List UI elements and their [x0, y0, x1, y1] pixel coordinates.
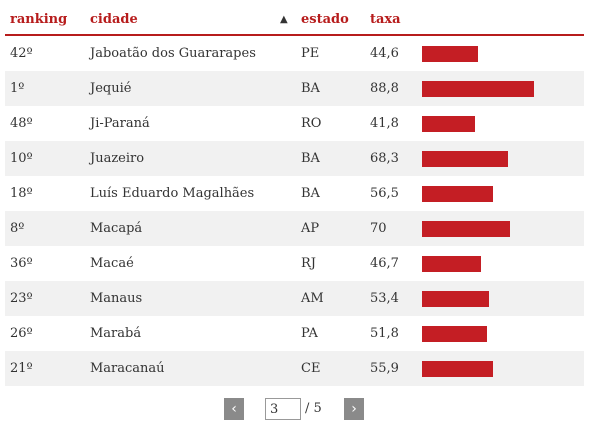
taxa-bar — [422, 81, 534, 97]
estado-cell: BA — [301, 151, 320, 166]
table-row: 21º Maracanaú CE 55,9 — [5, 351, 584, 386]
cidade-cell: Macapá — [90, 221, 143, 236]
taxa-bar — [422, 46, 478, 62]
table-row: 48º Ji-Paraná RO 41,8 — [5, 106, 584, 141]
total-pages-label: / 5 — [305, 401, 322, 416]
taxa-cell: 53,4 — [370, 291, 399, 306]
cidade-cell: Jequié — [90, 81, 132, 96]
cidade-cell: Luís Eduardo Magalhães — [90, 186, 255, 201]
ranking-cell: 10º — [10, 151, 33, 166]
cidade-cell: Macaé — [90, 256, 134, 271]
table-row: 23º Manaus AM 53,4 — [5, 281, 584, 316]
cidade-cell: Manaus — [90, 291, 143, 306]
cidade-cell: Ji-Paraná — [90, 116, 150, 131]
taxa-bar — [422, 151, 508, 167]
ranking-cell: 26º — [10, 326, 33, 341]
taxa-bar — [422, 256, 481, 272]
taxa-cell: 55,9 — [370, 361, 399, 376]
ranking-table: ranking cidade ▲ estado taxa 42º Jaboatão… — [5, 6, 584, 386]
taxa-bar — [422, 116, 475, 132]
table-row: 26º Marabá PA 51,8 — [5, 316, 584, 351]
estado-cell: PA — [301, 326, 318, 341]
cidade-cell: Jaboatão dos Guararapes — [90, 46, 256, 61]
ranking-cell: 8º — [10, 221, 25, 236]
table-header: ranking cidade ▲ estado taxa — [5, 6, 584, 36]
next-page-button[interactable]: › — [344, 398, 364, 420]
estado-cell: RO — [301, 116, 322, 131]
column-header-estado[interactable]: estado — [301, 12, 349, 27]
ranking-cell: 1º — [10, 81, 25, 96]
taxa-bar — [422, 361, 493, 377]
estado-cell: AP — [301, 221, 320, 236]
column-header-taxa[interactable]: taxa — [370, 12, 401, 27]
cidade-cell: Marabá — [90, 326, 142, 341]
table-row: 36º Macaé RJ 46,7 — [5, 246, 584, 281]
estado-cell: CE — [301, 361, 321, 376]
ranking-cell: 48º — [10, 116, 33, 131]
column-header-cidade[interactable]: cidade — [90, 12, 138, 27]
column-header-ranking[interactable]: ranking — [10, 12, 68, 27]
ranking-cell: 36º — [10, 256, 33, 271]
table-row: 18º Luís Eduardo Magalhães BA 56,5 — [5, 176, 584, 211]
taxa-cell: 68,3 — [370, 151, 399, 166]
taxa-cell: 46,7 — [370, 256, 399, 271]
table-row: 1º Jequié BA 88,8 — [5, 71, 584, 106]
page-number-input[interactable] — [265, 398, 301, 420]
estado-cell: RJ — [301, 256, 316, 271]
previous-page-button[interactable]: ‹ — [224, 398, 244, 420]
taxa-cell: 51,8 — [370, 326, 399, 341]
estado-cell: BA — [301, 186, 320, 201]
taxa-cell: 88,8 — [370, 81, 399, 96]
estado-cell: AM — [301, 291, 324, 306]
table-row: 42º Jaboatão dos Guararapes PE 44,6 — [5, 36, 584, 71]
ranking-cell: 18º — [10, 186, 33, 201]
table-row: 8º Macapá AP 70 — [5, 211, 584, 246]
taxa-bar — [422, 221, 510, 237]
sort-ascending-icon[interactable]: ▲ — [280, 14, 288, 25]
table-row: 10º Juazeiro BA 68,3 — [5, 141, 584, 176]
taxa-cell: 44,6 — [370, 46, 399, 61]
estado-cell: PE — [301, 46, 320, 61]
taxa-cell: 70 — [370, 221, 387, 236]
table-body: 42º Jaboatão dos Guararapes PE 44,6 1º Jequié… — [5, 36, 584, 386]
estado-cell: BA — [301, 81, 320, 96]
ranking-cell: 42º — [10, 46, 33, 61]
taxa-cell: 56,5 — [370, 186, 399, 201]
taxa-bar — [422, 326, 487, 342]
pagination: ‹ / 5 › — [0, 398, 603, 422]
cidade-cell: Juazeiro — [90, 151, 145, 166]
ranking-cell: 23º — [10, 291, 33, 306]
taxa-bar — [422, 291, 489, 307]
taxa-cell: 41,8 — [370, 116, 399, 131]
cidade-cell: Maracanaú — [90, 361, 165, 376]
taxa-bar — [422, 186, 493, 202]
ranking-cell: 21º — [10, 361, 33, 376]
